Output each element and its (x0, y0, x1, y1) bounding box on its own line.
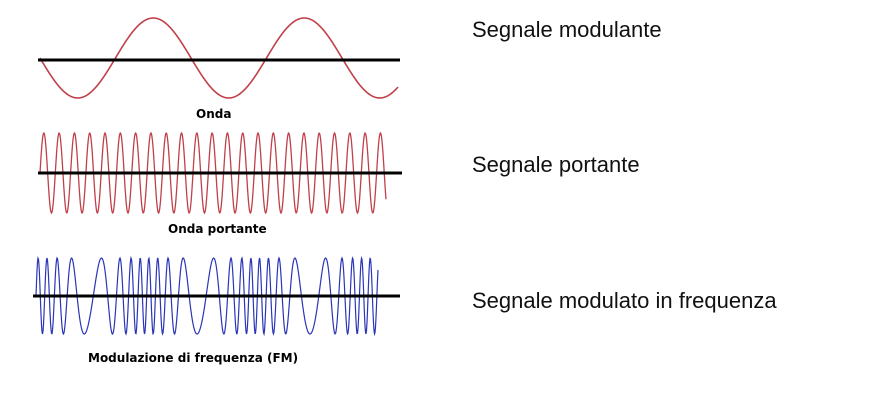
modulating-signal-label: Segnale modulante (472, 17, 662, 42)
carrier-wave-caption: Onda portante (168, 222, 267, 236)
modulating-wave-plot (38, 17, 400, 99)
carrier-wave-plot (38, 131, 402, 215)
carrier-wave-trace (39, 131, 387, 215)
carrier-signal-label: Segnale portante (472, 152, 640, 177)
fm-signal-label: Segnale modulato in frequenza (472, 288, 777, 313)
fm-wave-trace (35, 255, 379, 337)
fm-wave-caption: Modulazione di frequenza (FM) (88, 351, 299, 365)
modulating-wave-trace (39, 17, 399, 99)
fm-wave-plot (33, 255, 400, 337)
modulating-wave-caption: Onda (196, 107, 232, 121)
